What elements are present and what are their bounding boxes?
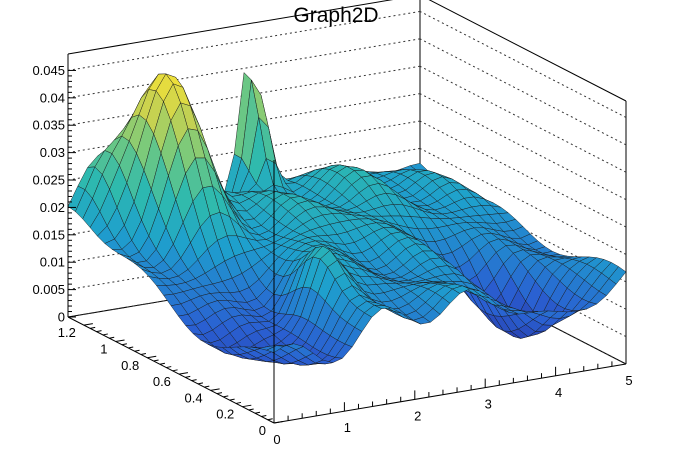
- chart-title: Graph2D: [293, 4, 378, 27]
- front-axis-frame: [67, 160, 627, 424]
- x-tick-label: 0: [273, 432, 280, 447]
- z-gridline: [419, 10, 627, 118]
- x-tick-label: 3: [485, 397, 492, 412]
- y-major-tick: [242, 404, 252, 408]
- y-major-tick: [210, 388, 220, 391]
- y-major-tick: [178, 372, 189, 375]
- y-tick-label: 0.8: [121, 358, 139, 373]
- z-tick-label: 0.005: [32, 282, 65, 297]
- back-top-edge-x: [67, 0, 394, 55]
- z-gridline: [419, 120, 627, 228]
- z-tick-label: 0.02: [40, 200, 65, 215]
- z-tick-label: 0: [58, 310, 65, 325]
- y-tick-label: 0.6: [153, 374, 171, 389]
- surface-mesh: [67, 72, 627, 366]
- surface-cell: [265, 345, 285, 353]
- y-tick-label: 1: [100, 341, 107, 356]
- y-tick-label: 1.2: [58, 325, 76, 340]
- y-major-tick: [83, 323, 93, 326]
- x-tick-label: 2: [414, 408, 421, 423]
- z-gridline: [419, 93, 627, 201]
- z-tick-label: 0.025: [32, 173, 65, 188]
- y-tick-label: 0.4: [185, 390, 203, 405]
- y-major-tick: [147, 355, 157, 359]
- y-major-tick: [273, 421, 284, 424]
- x-tick-label: 1: [344, 420, 351, 435]
- z-tick-label: 0.015: [32, 227, 65, 242]
- z-tick-label: 0.01: [40, 255, 65, 270]
- z-tick-label: 0.035: [32, 118, 65, 133]
- x-tick-label: 5: [625, 373, 632, 388]
- z-gridline: [419, 147, 627, 255]
- z-tick-label: 0.045: [32, 63, 65, 78]
- back-top-edge-y: [428, 0, 627, 102]
- y-major-tick: [115, 339, 125, 342]
- y-tick-label: 0: [259, 423, 266, 438]
- front-floor-edge-x: [273, 363, 627, 424]
- front-floor-edge-y: [67, 316, 275, 424]
- z-gridline: [419, 65, 627, 173]
- z-gridline: [419, 38, 627, 146]
- z-tick-label: 0.04: [40, 90, 65, 105]
- y-axis: 0 0.2 0.4 0.6 0.8 1 1.2: [58, 323, 284, 438]
- z-tick-label: 0.03: [40, 145, 65, 160]
- z-axis: 0 0.005 0.01 0.015 0.02 0.025 0.03 0.035 0.04 0.0…: [32, 54, 76, 325]
- y-tick-label: 0.2: [216, 407, 234, 422]
- x-axis: 0 1 2 3 4 5: [273, 355, 633, 447]
- x-tick-label: 4: [555, 385, 562, 400]
